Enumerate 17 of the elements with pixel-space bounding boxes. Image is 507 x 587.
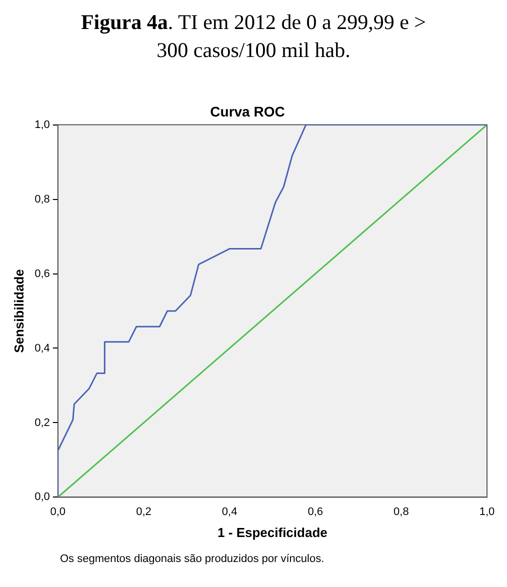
chart-subtitle: Curva ROC <box>210 103 285 120</box>
text: Os segmentos diagonais são produzidos por vínculos. <box>60 553 326 565</box>
x-tick-label: 0,4 <box>222 506 238 518</box>
y-tick-label: 0,0 <box>34 491 50 504</box>
x-tick-label: 0,8 <box>394 506 409 518</box>
x-tick-label: 0,0 <box>50 506 66 518</box>
y-axis-title: Sensibilidade <box>11 269 26 353</box>
x-tick-label: 0,2 <box>136 506 152 518</box>
x-axis-title: 1 - Especificidade <box>218 524 328 540</box>
chart-title: Figura 4a. TI em 2012 de 0 a 299,99 e > 300 casos/100 mil hab. <box>80 9 428 64</box>
y-tick-label: 0,8 <box>34 193 50 206</box>
x-tick-label: 0,6 <box>308 506 324 518</box>
y-tick-label: 0,6 <box>34 268 50 280</box>
y-tick-label: 0,4 <box>34 342 50 354</box>
x-tick-label: 1,0 <box>479 506 495 518</box>
y-tick-label: 1,0 <box>34 118 50 131</box>
y-tick-label: 0,2 <box>34 416 50 429</box>
